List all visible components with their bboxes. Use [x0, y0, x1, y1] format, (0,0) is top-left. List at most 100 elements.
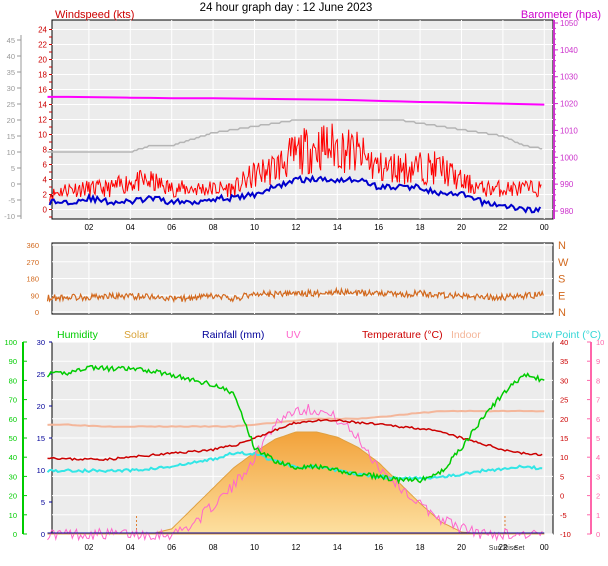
barometer-tick-label: 1040: [560, 46, 578, 55]
legend-humidity: Humidity: [57, 329, 99, 341]
far-left-tick-label: 30: [7, 84, 15, 93]
windspeed-tick-label: 14: [38, 101, 47, 110]
humidity-tick-label: 10: [9, 511, 17, 520]
barometer-tick-label: 1030: [560, 73, 578, 82]
far-left-tick-label: 35: [7, 68, 15, 77]
compass-label: S: [558, 274, 565, 286]
humidity-tick-label: 40: [9, 453, 17, 462]
windspeed-tick-label: 10: [38, 131, 47, 140]
uv-tick-label: 2: [596, 492, 600, 501]
far-left-tick-label: 10: [7, 148, 15, 157]
series-barometer: [47, 95, 545, 106]
x-tick-label: 04: [126, 223, 135, 232]
temperature-tick-label: 15: [560, 434, 568, 443]
x-tick-label: 08: [209, 543, 218, 552]
sunrise-label: Sun Rise: [489, 545, 518, 552]
series-solar-area: [47, 431, 545, 535]
series-grey-indoor: [47, 119, 543, 153]
rainfall-tick-label: 25: [37, 370, 45, 379]
uv-tick-label: 0: [596, 530, 600, 539]
rainfall-tick-label: 5: [41, 498, 45, 507]
direction-tick-label: 360: [26, 241, 39, 250]
direction-tick-label: 90: [31, 291, 39, 300]
uv-tick-label: 1: [596, 511, 600, 520]
temperature-tick-label: 25: [560, 396, 568, 405]
humidity-tick-label: 80: [9, 376, 17, 385]
x-tick-label: 22: [498, 543, 507, 552]
windspeed-tick-label: 20: [38, 56, 47, 65]
legend-dewpoint: Dew Point (°C): [531, 329, 601, 341]
uv-tick-label: 8: [596, 376, 600, 385]
temperature-tick-label: 40: [560, 338, 568, 347]
windspeed-tick-label: 4: [43, 176, 48, 185]
series-dewpoint: [46, 450, 543, 481]
series-wind-direction: [46, 286, 544, 304]
uv-tick-label: 5: [596, 434, 600, 443]
far-left-tick-label: -10: [4, 212, 15, 221]
legend-barometer: Barometer (hpa): [521, 9, 601, 21]
x-tick-label: 06: [167, 223, 176, 232]
temperature-tick-label: 35: [560, 357, 568, 366]
x-tick-label: 10: [250, 223, 259, 232]
rainfall-tick-label: 0: [41, 530, 45, 539]
far-left-tick-label: 5: [11, 164, 15, 173]
windspeed-tick-label: 22: [38, 41, 47, 50]
rainfall-tick-label: 15: [37, 434, 45, 443]
far-left-tick-label: 15: [7, 132, 15, 141]
legend-uv: UV: [286, 329, 301, 341]
x-tick-label: 12: [291, 543, 300, 552]
x-tick-label: 16: [374, 543, 383, 552]
direction-tick-label: 180: [26, 275, 39, 284]
legend-solar: Solar: [124, 329, 149, 341]
x-tick-label: 10: [250, 543, 259, 552]
compass-label: N: [558, 307, 566, 319]
x-tick-label: 12: [291, 223, 300, 232]
x-tick-label: 20: [457, 223, 466, 232]
uv-tick-label: 3: [596, 472, 600, 481]
rainfall-tick-label: 10: [37, 466, 45, 475]
series-windspeed: [49, 123, 542, 201]
far-left-tick-label: 20: [7, 116, 15, 125]
windspeed-tick-label: 0: [43, 206, 48, 215]
compass-label: W: [558, 257, 569, 269]
humidity-tick-label: 20: [9, 492, 17, 501]
temperature-tick-label: 10: [560, 453, 568, 462]
temperature-tick-label: 5: [560, 472, 564, 481]
x-tick-label: 18: [416, 223, 425, 232]
x-tick-label: 08: [209, 223, 218, 232]
legend-windspeed: Windspeed (kts): [55, 9, 134, 21]
far-left-tick-label: 0: [11, 180, 15, 189]
direction-tick-label: 270: [26, 258, 39, 267]
windspeed-tick-label: 24: [38, 26, 47, 35]
barometer-tick-label: 1000: [560, 153, 578, 162]
x-tick-label: 02: [84, 223, 93, 232]
temperature-tick-label: 30: [560, 376, 568, 385]
uv-tick-label: 6: [596, 415, 600, 424]
humidity-tick-label: 50: [9, 434, 17, 443]
uv-tick-label: 9: [596, 357, 600, 366]
temperature-tick-label: -5: [560, 511, 567, 520]
chart-title: 24 hour graph day : 12 June 2023: [200, 2, 373, 14]
x-tick-label: 00: [540, 223, 549, 232]
x-tick-label: 02: [84, 543, 93, 552]
barometer-tick-label: 1050: [560, 19, 578, 28]
far-left-tick-label: -5: [8, 196, 15, 205]
far-left-tick-label: 25: [7, 100, 15, 109]
series-temperature: [47, 418, 543, 461]
humidity-tick-label: 0: [13, 530, 17, 539]
legend-rainfall: Rainfall (mm): [202, 329, 264, 341]
rainfall-tick-label: 30: [37, 338, 45, 347]
x-tick-label: 00: [540, 543, 549, 552]
series-uv: [47, 403, 543, 542]
humidity-tick-label: 90: [9, 357, 17, 366]
x-tick-label: 16: [374, 223, 383, 232]
windspeed-tick-label: 18: [38, 71, 47, 80]
series-indoor: [47, 409, 545, 428]
legend-indoor: Indoor: [451, 329, 481, 341]
barometer-tick-label: 990: [560, 180, 574, 189]
x-tick-label: 04: [126, 543, 135, 552]
series-windspeed-average: [48, 174, 542, 214]
uv-tick-label: 10: [596, 338, 604, 347]
x-tick-label: 18: [416, 543, 425, 552]
